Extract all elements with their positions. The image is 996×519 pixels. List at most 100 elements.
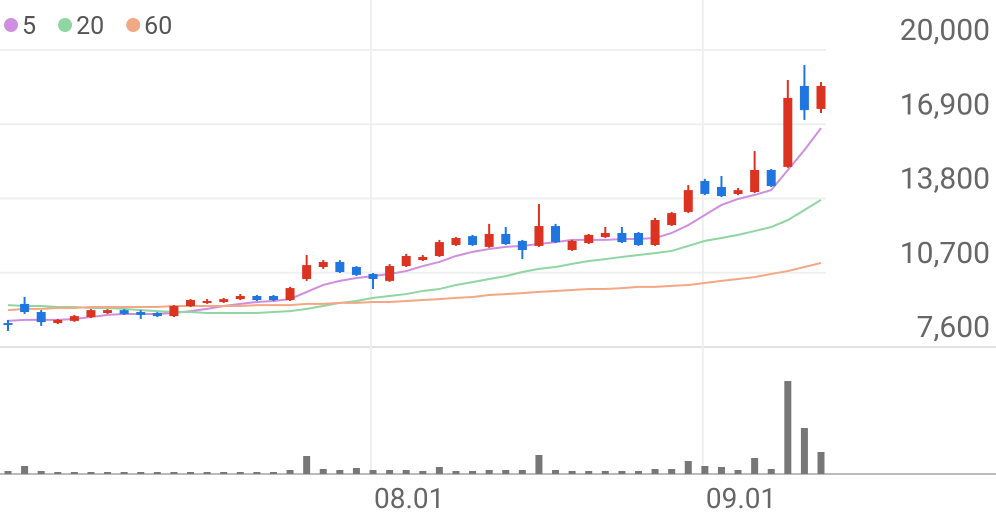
volume-bar bbox=[701, 466, 709, 474]
volume-bar bbox=[734, 470, 742, 474]
candle-body bbox=[418, 256, 428, 261]
ma-line bbox=[7, 199, 822, 314]
volume-bar bbox=[37, 471, 45, 474]
candle-body bbox=[584, 234, 594, 244]
volume-bar bbox=[137, 472, 145, 474]
volume-bar bbox=[402, 470, 410, 474]
candle-body bbox=[285, 288, 295, 301]
volume-bar bbox=[54, 472, 62, 474]
candle-body bbox=[700, 181, 710, 194]
candle-body bbox=[235, 295, 245, 300]
candle-body bbox=[434, 242, 444, 256]
volume-bar bbox=[817, 452, 825, 474]
volume-bar bbox=[104, 472, 112, 474]
volume-bar bbox=[386, 470, 394, 474]
candle-body bbox=[103, 310, 113, 313]
candle-body bbox=[186, 300, 196, 307]
volume-bar bbox=[435, 467, 443, 474]
candle-body bbox=[484, 233, 494, 247]
candle-body bbox=[86, 310, 96, 318]
volume-bar bbox=[651, 469, 659, 474]
volume-bar bbox=[303, 456, 311, 474]
volume-bar bbox=[800, 428, 808, 474]
candle-body bbox=[716, 187, 726, 197]
candle-body bbox=[600, 232, 610, 238]
volume-bar bbox=[502, 470, 510, 474]
volume-bar bbox=[767, 469, 775, 474]
volume-bar bbox=[601, 471, 609, 474]
volume-bar bbox=[585, 471, 593, 474]
volume-bar bbox=[419, 471, 427, 474]
candle-body bbox=[750, 169, 760, 193]
candle-body bbox=[20, 303, 30, 313]
candle-body bbox=[451, 238, 461, 245]
volume-bar bbox=[203, 472, 211, 474]
candle-body bbox=[683, 190, 693, 212]
y-tick-label: 20,000 bbox=[900, 13, 990, 48]
candle-body bbox=[268, 295, 278, 301]
volume-bar bbox=[618, 471, 626, 474]
candle-body bbox=[468, 236, 478, 245]
volume-bar bbox=[751, 458, 759, 474]
y-tick-label: 10,700 bbox=[900, 236, 990, 271]
candle-body bbox=[152, 312, 162, 317]
volume-bar bbox=[170, 472, 178, 474]
volume-bar bbox=[784, 381, 792, 474]
candle-body bbox=[733, 190, 743, 194]
candle-body bbox=[799, 85, 809, 111]
candle-body bbox=[501, 233, 511, 245]
candle-body bbox=[650, 220, 660, 245]
candle-body bbox=[633, 232, 643, 245]
volume-bar bbox=[369, 470, 377, 474]
volume-bar bbox=[452, 471, 460, 474]
candle-body bbox=[136, 312, 146, 315]
legend-swatch bbox=[126, 18, 141, 32]
volume-bar bbox=[319, 469, 327, 474]
candle-body bbox=[69, 316, 79, 321]
candle-body bbox=[202, 301, 212, 304]
candle-body bbox=[219, 299, 229, 302]
y-tick-label: 13,800 bbox=[900, 162, 990, 197]
volume-bar bbox=[220, 472, 228, 474]
volume-bar bbox=[153, 472, 161, 474]
volume-bar bbox=[352, 468, 360, 474]
candle-body bbox=[667, 213, 677, 226]
legend-swatch bbox=[4, 18, 18, 32]
legend-label: 20 bbox=[76, 12, 104, 41]
candle-body bbox=[783, 97, 793, 167]
candle-body bbox=[401, 255, 411, 267]
candle-body bbox=[617, 232, 627, 243]
volume-bar bbox=[21, 466, 29, 474]
volume-bar bbox=[4, 471, 12, 474]
y-tick-label: 7,600 bbox=[917, 310, 990, 345]
volume-bar bbox=[253, 472, 261, 474]
x-tick-label: 09.01 bbox=[706, 482, 776, 515]
volume-bar bbox=[187, 472, 195, 474]
candle-body bbox=[119, 310, 129, 314]
volume-bar bbox=[286, 470, 294, 474]
volume-bar bbox=[518, 470, 526, 474]
volume-bar bbox=[87, 472, 95, 474]
ma-line bbox=[7, 261, 822, 312]
candle-body bbox=[816, 85, 826, 109]
volume-bar bbox=[668, 469, 676, 474]
volume-bar bbox=[236, 472, 244, 474]
candle-body bbox=[368, 273, 378, 279]
candle-body bbox=[53, 319, 63, 324]
volume-bar bbox=[336, 470, 344, 474]
candle-body bbox=[385, 266, 395, 281]
candle-body bbox=[3, 323, 13, 326]
volume-bar bbox=[269, 472, 277, 474]
volume-bar bbox=[70, 472, 78, 474]
candle-body bbox=[169, 306, 179, 317]
volume-bar bbox=[535, 455, 543, 474]
volume-bar bbox=[568, 471, 576, 474]
candle-body bbox=[551, 226, 561, 243]
candle-body bbox=[517, 240, 527, 250]
candle-body bbox=[335, 261, 345, 273]
candle-body bbox=[318, 261, 328, 268]
candle-body bbox=[766, 169, 776, 187]
candle-body bbox=[302, 265, 312, 279]
volume-bar bbox=[485, 470, 493, 474]
candle-body bbox=[567, 240, 577, 250]
